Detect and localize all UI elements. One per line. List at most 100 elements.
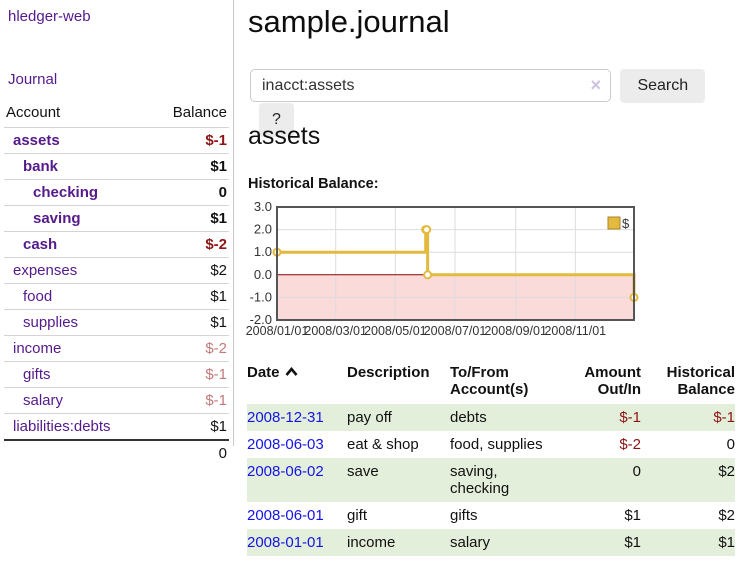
account-balance: 0 bbox=[150, 179, 229, 206]
account-link-income[interactable]: income bbox=[13, 340, 62, 357]
help-button[interactable]: ? bbox=[259, 103, 294, 137]
search-form: × Search ? bbox=[250, 69, 742, 137]
transaction-date-link[interactable]: 2008-06-01 bbox=[247, 507, 324, 524]
transaction-balance: $1 bbox=[641, 529, 735, 556]
account-row: expenses $2 bbox=[4, 257, 229, 284]
account-balance: $1 bbox=[150, 283, 229, 310]
account-link-food[interactable]: food bbox=[23, 288, 53, 305]
transaction-balance: $-1 bbox=[641, 404, 735, 431]
account-balance: $-1 bbox=[150, 387, 229, 414]
account-heading: assets bbox=[248, 122, 321, 150]
transaction-date-link[interactable]: 2008-01-01 bbox=[247, 534, 324, 551]
account-balance: $1 bbox=[150, 153, 229, 180]
transaction-accounts: salary bbox=[450, 529, 558, 556]
sort-ascending-icon bbox=[285, 364, 298, 381]
accounts-header-account: Account bbox=[6, 104, 61, 121]
svg-text:2008/11/01: 2008/11/01 bbox=[544, 324, 606, 338]
svg-text:0.0: 0.0 bbox=[254, 267, 272, 282]
register-header-date[interactable]: Date bbox=[247, 362, 347, 404]
register-header-row: Date Description To/From Account(s) Amou… bbox=[247, 362, 735, 404]
accounts-total-balance: 0 bbox=[150, 439, 229, 466]
transaction-amount: $-1 bbox=[558, 404, 641, 431]
account-link-gifts[interactable]: gifts bbox=[23, 366, 51, 383]
register-row: 2008-06-03 eat & shop food, supplies $-2… bbox=[247, 431, 735, 458]
register-row: 2008-06-02 save saving, checking 0 $2 bbox=[247, 458, 735, 502]
svg-text:2008/01/01: 2008/01/01 bbox=[246, 324, 309, 338]
account-balance: $-1 bbox=[150, 361, 229, 388]
accounts-table: Account Balance assets $-1 bank $1 check… bbox=[4, 100, 229, 466]
account-link-supplies[interactable]: supplies bbox=[23, 314, 79, 331]
app-title-link[interactable]: hledger-web bbox=[8, 8, 91, 25]
app-title: hledger-web bbox=[8, 8, 233, 26]
account-row: bank $1 bbox=[4, 153, 229, 180]
account-link-saving[interactable]: saving bbox=[33, 210, 81, 227]
accounts-total-row: 0 bbox=[4, 439, 229, 466]
transaction-date-link[interactable]: 2008-12-31 bbox=[247, 409, 324, 426]
account-balance: $1 bbox=[150, 413, 229, 440]
register-table: Date Description To/From Account(s) Amou… bbox=[247, 362, 735, 556]
accounts-header-row: Account Balance bbox=[4, 100, 229, 128]
svg-text:2008/03/01: 2008/03/01 bbox=[304, 324, 367, 338]
transaction-balance: $2 bbox=[641, 458, 735, 502]
transaction-accounts: saving, checking bbox=[450, 458, 558, 502]
account-row: saving $1 bbox=[4, 205, 229, 232]
account-link-bank[interactable]: bank bbox=[23, 158, 59, 175]
account-link-cash[interactable]: cash bbox=[23, 236, 58, 253]
transaction-amount: $1 bbox=[624, 507, 641, 524]
register-header-description: Description bbox=[347, 364, 430, 381]
search-button[interactable]: Search bbox=[620, 69, 706, 103]
account-row: income $-2 bbox=[4, 335, 229, 362]
register-row: 2008-12-31 pay off debts $-1 $-1 bbox=[247, 404, 735, 431]
transaction-balance: $2 bbox=[718, 507, 735, 524]
svg-text:2008/09/01: 2008/09/01 bbox=[484, 324, 547, 338]
account-link-liabilities-debts[interactable]: liabilities:debts bbox=[13, 418, 111, 435]
accounts-header-balance: Balance bbox=[172, 104, 227, 121]
chart-title: Historical Balance: bbox=[248, 176, 379, 192]
account-row: food $1 bbox=[4, 283, 229, 310]
account-row: checking 0 bbox=[4, 179, 229, 206]
transaction-description: pay off bbox=[347, 404, 450, 431]
register-header-amount: Amount Out/In bbox=[584, 364, 641, 398]
account-row: cash $-2 bbox=[4, 231, 229, 258]
account-link-assets[interactable]: assets bbox=[13, 132, 60, 149]
sidebar: hledger-web Journal Account Balance asse… bbox=[0, 0, 234, 466]
account-link-salary[interactable]: salary bbox=[23, 392, 64, 409]
account-link-checking[interactable]: checking bbox=[33, 184, 99, 201]
transaction-date-link[interactable]: 2008-06-03 bbox=[247, 436, 324, 453]
account-balance: $1 bbox=[150, 309, 229, 336]
svg-text:2.0: 2.0 bbox=[254, 222, 272, 237]
clear-search-icon[interactable]: × bbox=[590, 75, 601, 95]
account-balance: $1 bbox=[150, 205, 229, 232]
register-header-balance: Historical Balance bbox=[666, 364, 735, 398]
svg-text:-2.0: -2.0 bbox=[250, 312, 272, 327]
account-row: liabilities:debts $1 bbox=[4, 413, 229, 440]
account-link-expenses[interactable]: expenses bbox=[13, 262, 78, 279]
svg-text:$: $ bbox=[622, 216, 630, 231]
transaction-description: save bbox=[347, 458, 450, 502]
page-title: sample.journal bbox=[248, 4, 450, 39]
account-row: gifts $-1 bbox=[4, 361, 229, 388]
register-row: 2008-01-01 income salary $1 $1 bbox=[247, 529, 735, 556]
transaction-balance: 0 bbox=[726, 436, 735, 453]
transaction-description: gift bbox=[347, 507, 368, 524]
register-header-accounts: To/From Account(s) bbox=[450, 364, 529, 398]
transaction-description: income bbox=[347, 529, 450, 556]
account-balance: $-2 bbox=[150, 335, 229, 362]
register-row: 2008-06-01 gift gifts $1 $2 bbox=[247, 502, 735, 529]
search-input[interactable] bbox=[250, 69, 611, 102]
account-row: assets $-1 bbox=[4, 127, 229, 154]
account-balance: $-2 bbox=[150, 231, 229, 258]
transaction-amount: $1 bbox=[558, 529, 641, 556]
svg-text:-1.0: -1.0 bbox=[250, 289, 272, 304]
account-balance: $-1 bbox=[150, 127, 229, 154]
svg-text:2008/05/01: 2008/05/01 bbox=[364, 324, 427, 338]
transaction-accounts: food, supplies bbox=[450, 436, 543, 453]
transaction-amount: 0 bbox=[558, 458, 641, 502]
transaction-accounts: gifts bbox=[450, 507, 478, 524]
transaction-amount: $-2 bbox=[619, 436, 641, 453]
sidebar-item-journal[interactable]: Journal bbox=[8, 71, 58, 88]
account-row: supplies $1 bbox=[4, 309, 229, 336]
svg-text:1.0: 1.0 bbox=[254, 244, 272, 259]
transaction-date-link[interactable]: 2008-06-02 bbox=[247, 463, 324, 480]
account-row: salary $-1 bbox=[4, 387, 229, 414]
